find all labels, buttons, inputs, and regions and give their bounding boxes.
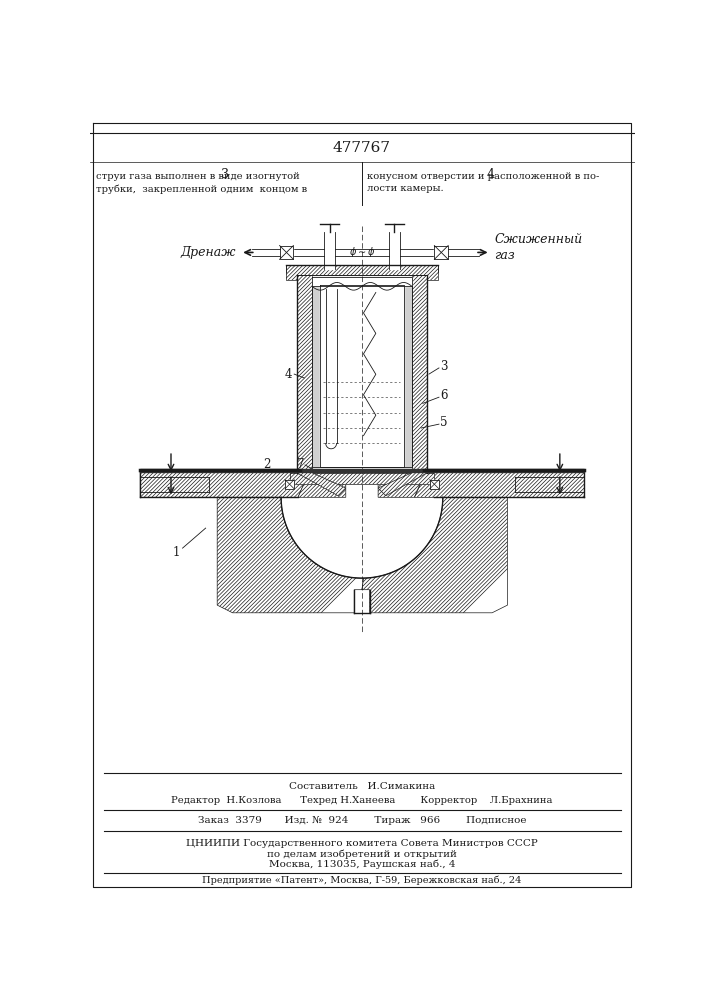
Text: 3: 3 (440, 360, 448, 373)
Text: струи газа выполнен в виде изогнутой
трубки,  закрепленной одним  концом в: струи газа выполнен в виде изогнутой тру… (96, 172, 308, 194)
Text: Сжиженный
газ: Сжиженный газ (494, 233, 583, 262)
Polygon shape (378, 470, 426, 497)
Text: 4: 4 (285, 368, 293, 381)
Text: 5: 5 (440, 416, 448, 429)
Polygon shape (140, 469, 585, 472)
Polygon shape (378, 473, 428, 496)
Text: по делам изобретений и открытий: по делам изобретений и открытий (267, 849, 457, 859)
Polygon shape (414, 470, 585, 497)
Text: 4: 4 (486, 168, 494, 181)
Text: Редактор  Н.Козлова      Техред Н.Ханеева        Корректор    Л.Брахнина: Редактор Н.Козлова Техред Н.Ханеева Корр… (171, 796, 553, 805)
Text: Дренаж: Дренаж (181, 246, 236, 259)
Text: ЦНИИПИ Государственного комитета Совета Министров СССР: ЦНИИПИ Государственного комитета Совета … (186, 839, 538, 848)
Polygon shape (325, 232, 335, 269)
Polygon shape (389, 232, 399, 269)
Polygon shape (312, 277, 412, 286)
Polygon shape (217, 497, 363, 613)
Polygon shape (290, 473, 434, 484)
Polygon shape (362, 497, 508, 613)
Text: 6: 6 (440, 389, 448, 402)
Polygon shape (430, 480, 439, 489)
Text: 1: 1 (173, 546, 180, 559)
Polygon shape (412, 275, 428, 473)
Text: Москва, 113035, Раушская наб., 4: Москва, 113035, Раушская наб., 4 (269, 860, 455, 869)
Text: 477767: 477767 (333, 141, 391, 155)
Polygon shape (335, 249, 389, 256)
Polygon shape (296, 473, 346, 496)
Polygon shape (320, 285, 404, 466)
Polygon shape (298, 470, 346, 497)
Text: 7: 7 (297, 458, 304, 471)
Text: 2: 2 (264, 458, 271, 471)
Text: Заказ  3379       Изд. №  924        Тираж   966        Подписное: Заказ 3379 Изд. № 924 Тираж 966 Подписно… (198, 816, 526, 825)
Polygon shape (279, 246, 293, 259)
Text: Составитель   И.Симакина: Составитель И.Симакина (289, 782, 435, 791)
Polygon shape (140, 470, 310, 497)
Text: $\phi$$\sim$$\phi$: $\phi$$\sim$$\phi$ (349, 245, 375, 259)
Polygon shape (296, 275, 312, 473)
Text: 3: 3 (221, 168, 229, 181)
Text: Предприятие «Патент», Москва, Г-59, Бережковская наб., 24: Предприятие «Патент», Москва, Г-59, Бере… (202, 875, 522, 885)
Polygon shape (286, 265, 438, 280)
Polygon shape (312, 277, 412, 466)
Text: конусном отверстии и расположенной в по-
лости камеры.: конусном отверстии и расположенной в по-… (368, 172, 600, 193)
Polygon shape (434, 246, 448, 259)
Polygon shape (285, 480, 294, 489)
